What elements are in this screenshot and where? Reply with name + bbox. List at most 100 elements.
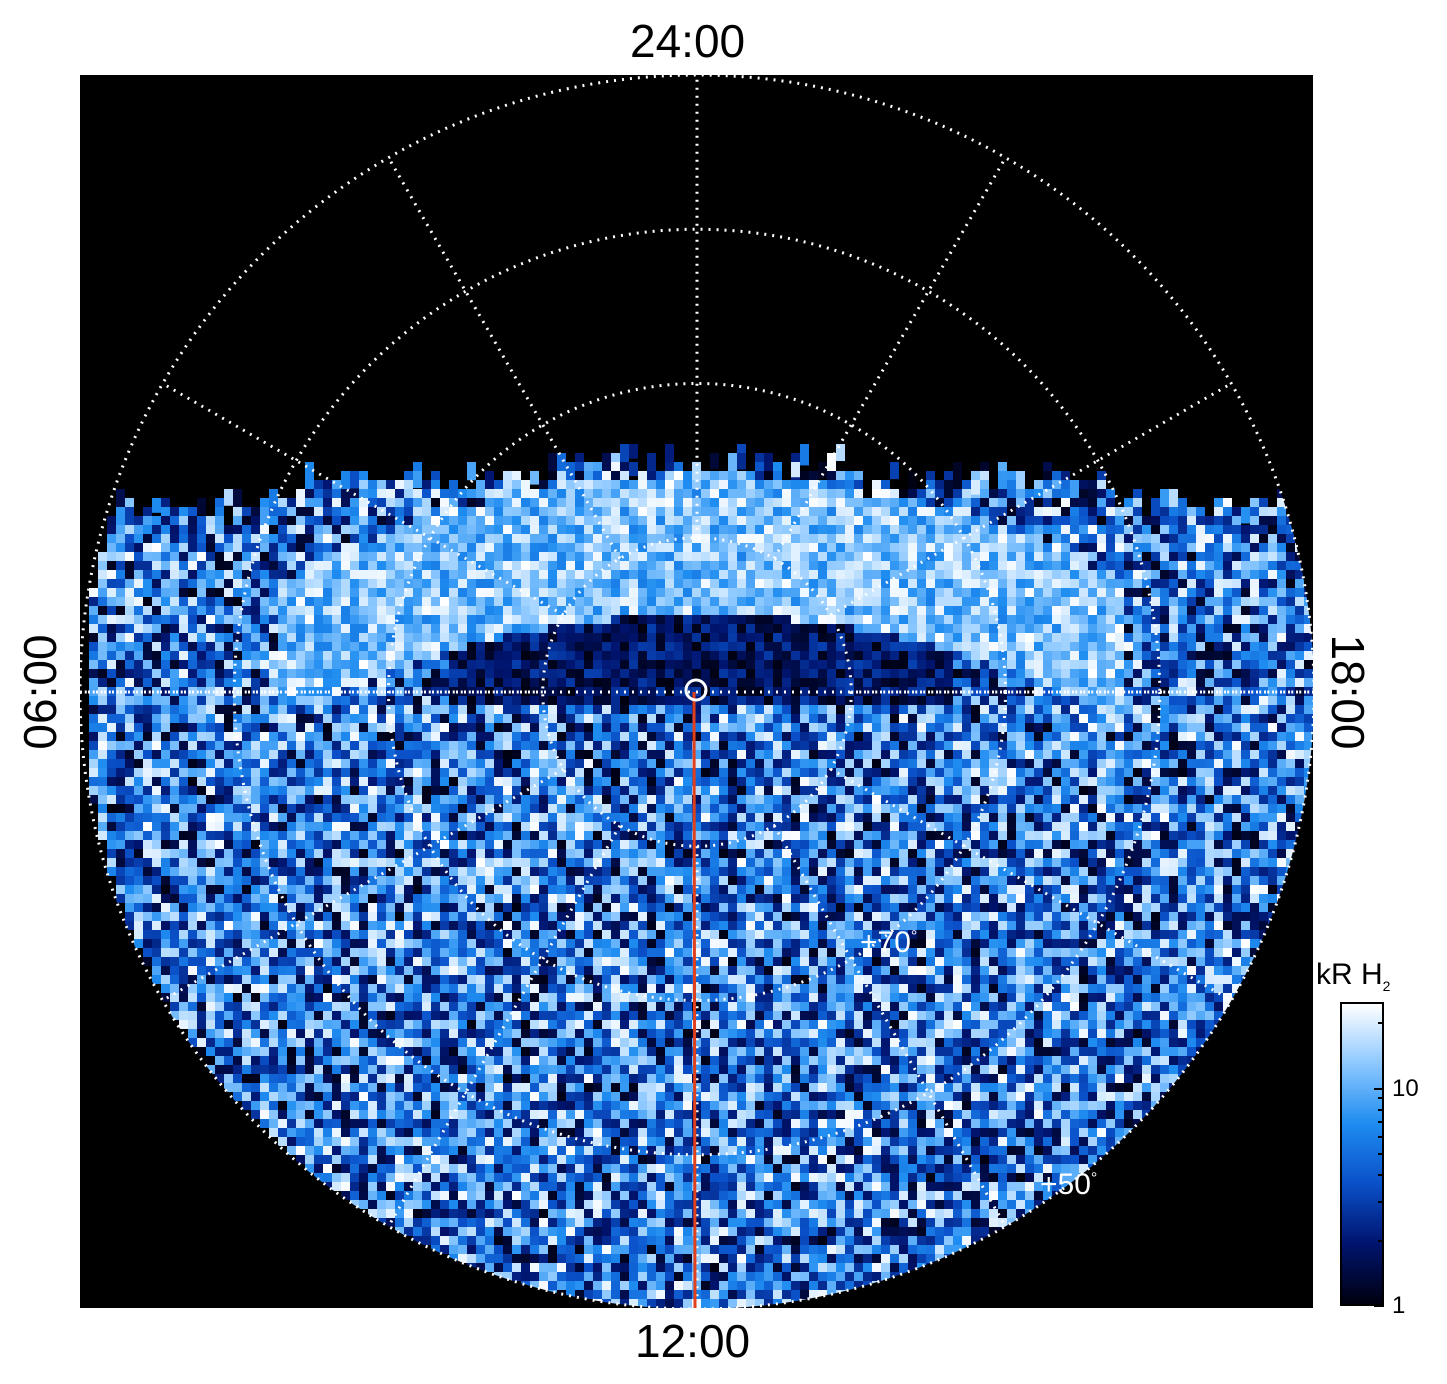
emission-cell [161, 750, 170, 759]
emission-cell [926, 561, 935, 575]
emission-cell [620, 561, 629, 576]
emission-cell [1007, 714, 1016, 723]
emission-cell [1151, 516, 1160, 533]
emission-cell [377, 705, 386, 714]
emission-cell [953, 768, 962, 777]
emission-cell [584, 759, 593, 768]
emission-cell [242, 759, 251, 768]
emission-cell [620, 570, 629, 587]
emission-cell [602, 786, 611, 795]
emission-cell [908, 597, 917, 613]
emission-cell [287, 669, 296, 685]
emission-cell [836, 804, 845, 813]
emission-cell [548, 453, 557, 474]
emission-cell [575, 723, 584, 732]
emission-cell [350, 714, 359, 723]
emission-cell [566, 561, 575, 576]
emission-cell [1268, 705, 1277, 714]
emission-cell [467, 750, 476, 759]
emission-cell [962, 588, 971, 602]
emission-cell [998, 651, 1007, 666]
emission-cell [1160, 723, 1169, 732]
emission-cell [386, 525, 395, 540]
emission-cell [818, 660, 827, 674]
emission-cell [359, 795, 368, 804]
emission-cell [1232, 795, 1241, 804]
emission-cell [1214, 570, 1223, 584]
emission-cell [854, 732, 863, 741]
emission-cell [935, 705, 944, 714]
emission-cell [935, 750, 944, 759]
emission-cell [206, 768, 215, 777]
emission-cell [1268, 750, 1277, 759]
emission-cell [926, 786, 935, 795]
emission-cell [107, 633, 116, 649]
emission-cell [1205, 615, 1214, 631]
emission-cell [1259, 714, 1268, 723]
emission-cell [242, 579, 251, 596]
emission-cell [1169, 732, 1178, 741]
emission-cell [1223, 624, 1232, 639]
emission-cell [1007, 750, 1016, 759]
emission-cell [944, 606, 953, 622]
emission-cell [152, 732, 161, 741]
emission-cell [143, 786, 152, 795]
emission-cell [143, 624, 152, 639]
emission-cell [953, 696, 962, 712]
emission-cell [1007, 705, 1016, 714]
emission-cell [386, 795, 395, 804]
emission-cell [476, 480, 485, 503]
emission-cell [809, 714, 818, 723]
emission-cell [413, 795, 422, 804]
emission-cell [377, 534, 386, 550]
emission-cell [1106, 786, 1115, 795]
emission-cell [1097, 759, 1106, 768]
emission-cell [791, 759, 800, 768]
emission-cell [377, 750, 386, 759]
emission-cell [422, 750, 431, 759]
emission-cell [269, 741, 278, 750]
emission-cell [1277, 651, 1286, 669]
emission-cell [1106, 768, 1115, 777]
emission-cell [1169, 786, 1178, 795]
emission-cell [557, 723, 566, 732]
emission-cell [755, 633, 764, 649]
emission-cell [665, 660, 674, 678]
emission-cell [1016, 741, 1025, 750]
emission-cell [305, 759, 314, 768]
emission-cell [1205, 714, 1214, 723]
emission-cell [962, 705, 971, 714]
emission-cell [494, 813, 503, 822]
emission-cell [584, 804, 593, 813]
emission-cell [656, 597, 665, 611]
emission-cell [701, 723, 710, 732]
emission-cell [917, 750, 926, 759]
emission-cell [1016, 597, 1025, 615]
emission-cell [449, 759, 458, 768]
emission-cell [629, 444, 638, 459]
emission-cell [503, 489, 512, 503]
emission-cell [935, 777, 944, 786]
emission-cell [674, 732, 683, 741]
emission-cell [1169, 795, 1178, 804]
emission-cell [818, 777, 827, 786]
emission-cell [359, 624, 368, 639]
emission-cell [1052, 714, 1061, 723]
emission-cell [845, 723, 854, 732]
emission-cell [737, 543, 746, 560]
emission-cell [197, 795, 206, 804]
emission-cell [548, 804, 557, 813]
emission-cell [377, 651, 386, 666]
emission-cell [782, 804, 791, 813]
emission-cell [1007, 759, 1016, 768]
emission-cell [980, 768, 989, 777]
emission-cell [152, 795, 161, 804]
emission-cell [782, 669, 791, 685]
emission-cell [998, 804, 1007, 813]
emission-cell [440, 777, 449, 786]
emission-cell [260, 714, 269, 723]
emission-cell [323, 777, 332, 786]
emission-cell [422, 705, 431, 714]
emission-cell [1070, 786, 1079, 795]
emission-cell [395, 768, 404, 777]
